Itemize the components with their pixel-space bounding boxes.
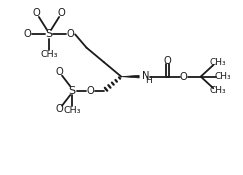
Text: CH₃: CH₃	[40, 50, 58, 59]
Text: O: O	[67, 29, 75, 39]
Text: S: S	[69, 86, 76, 96]
Text: CH₃: CH₃	[210, 58, 226, 67]
Text: O: O	[56, 67, 63, 77]
Text: S: S	[45, 29, 52, 39]
Text: O: O	[33, 8, 40, 18]
Text: CH₃: CH₃	[210, 86, 226, 95]
Text: O: O	[23, 29, 31, 39]
Polygon shape	[121, 75, 139, 78]
Text: O: O	[56, 104, 63, 114]
Text: N: N	[142, 71, 150, 81]
Text: O: O	[87, 86, 94, 96]
Text: CH₃: CH₃	[63, 106, 81, 115]
Text: H: H	[145, 76, 152, 85]
Text: O: O	[164, 56, 172, 66]
Text: O: O	[58, 8, 65, 18]
Text: CH₃: CH₃	[214, 72, 231, 81]
Text: O: O	[180, 72, 187, 82]
